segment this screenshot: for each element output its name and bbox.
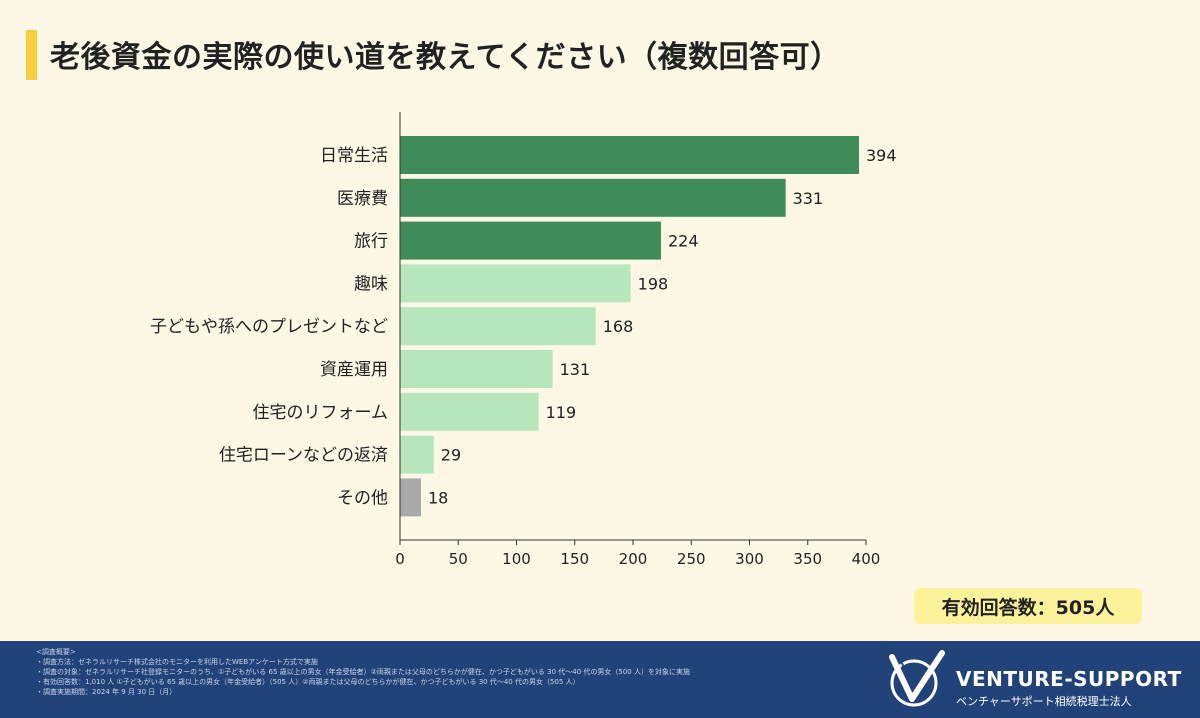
survey-note: <調査概要> bbox=[36, 648, 76, 656]
page-title: 老後資金の実際の使い道を教えてください（複数回答可） bbox=[50, 40, 841, 75]
value-label: 168 bbox=[603, 317, 634, 336]
bar bbox=[400, 392, 539, 431]
x-tick-label: 300 bbox=[735, 550, 764, 568]
title-accent-bar bbox=[26, 30, 37, 80]
bar bbox=[400, 178, 786, 217]
value-label: 131 bbox=[560, 360, 591, 379]
category-label: 旅行 bbox=[354, 232, 388, 252]
bar bbox=[400, 136, 860, 174]
category-label: その他 bbox=[337, 488, 388, 508]
category-label: 資産運用 bbox=[320, 360, 388, 380]
survey-note: ・調査方法：ゼネラルリサーチ株式会社のモニターを利用したWEBアンケート方式で実… bbox=[36, 658, 318, 666]
category-label: 住宅のリフォーム bbox=[253, 403, 389, 423]
survey-notes: <調査概要> ・調査方法：ゼネラルリサーチ株式会社のモニターを利用したWEBアン… bbox=[36, 647, 836, 697]
value-label: 29 bbox=[441, 446, 461, 465]
logo-text: VENTURE-SUPPORT bbox=[956, 667, 1182, 691]
x-tick-label: 400 bbox=[852, 550, 881, 568]
value-label: 224 bbox=[668, 232, 699, 251]
value-label: 331 bbox=[793, 189, 824, 208]
category-label: 趣味 bbox=[354, 274, 388, 294]
survey-note: ・調査の対象：ゼネラルリサーチ社登録モニターのうち、①子どもがいる 65 歳以上… bbox=[36, 668, 690, 676]
bar bbox=[400, 478, 421, 517]
bar bbox=[400, 350, 553, 388]
category-label: 住宅ローンなどの返済 bbox=[219, 446, 388, 466]
x-tick-label: 150 bbox=[560, 550, 589, 568]
value-label: 18 bbox=[428, 488, 448, 507]
x-tick-label: 250 bbox=[677, 550, 706, 568]
x-tick-label: 200 bbox=[619, 550, 648, 568]
value-label: 119 bbox=[546, 403, 577, 422]
x-tick-label: 100 bbox=[502, 550, 531, 568]
value-label: 198 bbox=[638, 274, 669, 293]
category-label: 医療費 bbox=[337, 189, 388, 209]
x-tick-label: 0 bbox=[395, 550, 405, 568]
logo-subtext: ベンチャーサポート相続税理士法人 bbox=[956, 695, 1132, 708]
x-tick-label: 50 bbox=[449, 550, 468, 568]
respondents-badge: 有効回答数：505人 bbox=[914, 588, 1142, 624]
category-label: 日常生活 bbox=[320, 146, 388, 166]
bar bbox=[400, 435, 434, 474]
value-label: 394 bbox=[866, 146, 897, 165]
logo-mark-icon bbox=[889, 650, 945, 707]
survey-note: ・調査実施期間：2024 年 9 月 30 日（月） bbox=[36, 688, 177, 696]
bar bbox=[400, 307, 596, 346]
footer: <調査概要> ・調査方法：ゼネラルリサーチ株式会社のモニターを利用したWEBアン… bbox=[0, 641, 1200, 718]
survey-note: ・有効回答数：1,010 人 ①子どもがいる 65 歳以上の男女（年金受給者）（… bbox=[36, 678, 580, 686]
bar-chart: 日常生活医療費旅行趣味子どもや孫へのプレゼントなど資産運用住宅のリフォーム住宅ロ… bbox=[150, 112, 897, 568]
bar bbox=[400, 264, 631, 303]
bar bbox=[400, 221, 661, 260]
company-logo: VENTURE-SUPPORT ベンチャーサポート相続税理士法人 bbox=[884, 649, 1184, 711]
category-label: 子どもや孫へのプレゼントなど bbox=[150, 317, 388, 337]
x-tick-label: 350 bbox=[793, 550, 822, 568]
